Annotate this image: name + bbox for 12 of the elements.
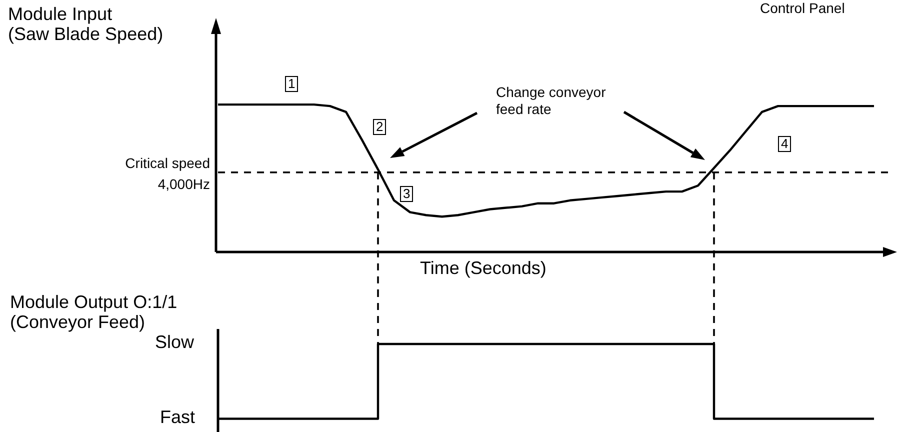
text: Fast: [160, 407, 196, 427]
ref-line-label: Critical speed 4,000Hz: [125, 155, 210, 192]
y-axis-title: Module Output O:1/1 (Conveyor Feed): [10, 292, 178, 332]
y-axis-title: Module Input (Saw Blade Speed): [8, 4, 164, 44]
annotation: Change conveyor feed rate: [496, 84, 607, 118]
annotation: 3: [400, 186, 414, 202]
annotation: 4: [778, 136, 792, 152]
annotation: 2: [373, 119, 386, 135]
x-axis-title: Time (Seconds): [420, 258, 546, 278]
text: Control Panel: [760, 0, 846, 17]
text: 1: [285, 76, 298, 92]
text: Slow: [155, 332, 194, 352]
